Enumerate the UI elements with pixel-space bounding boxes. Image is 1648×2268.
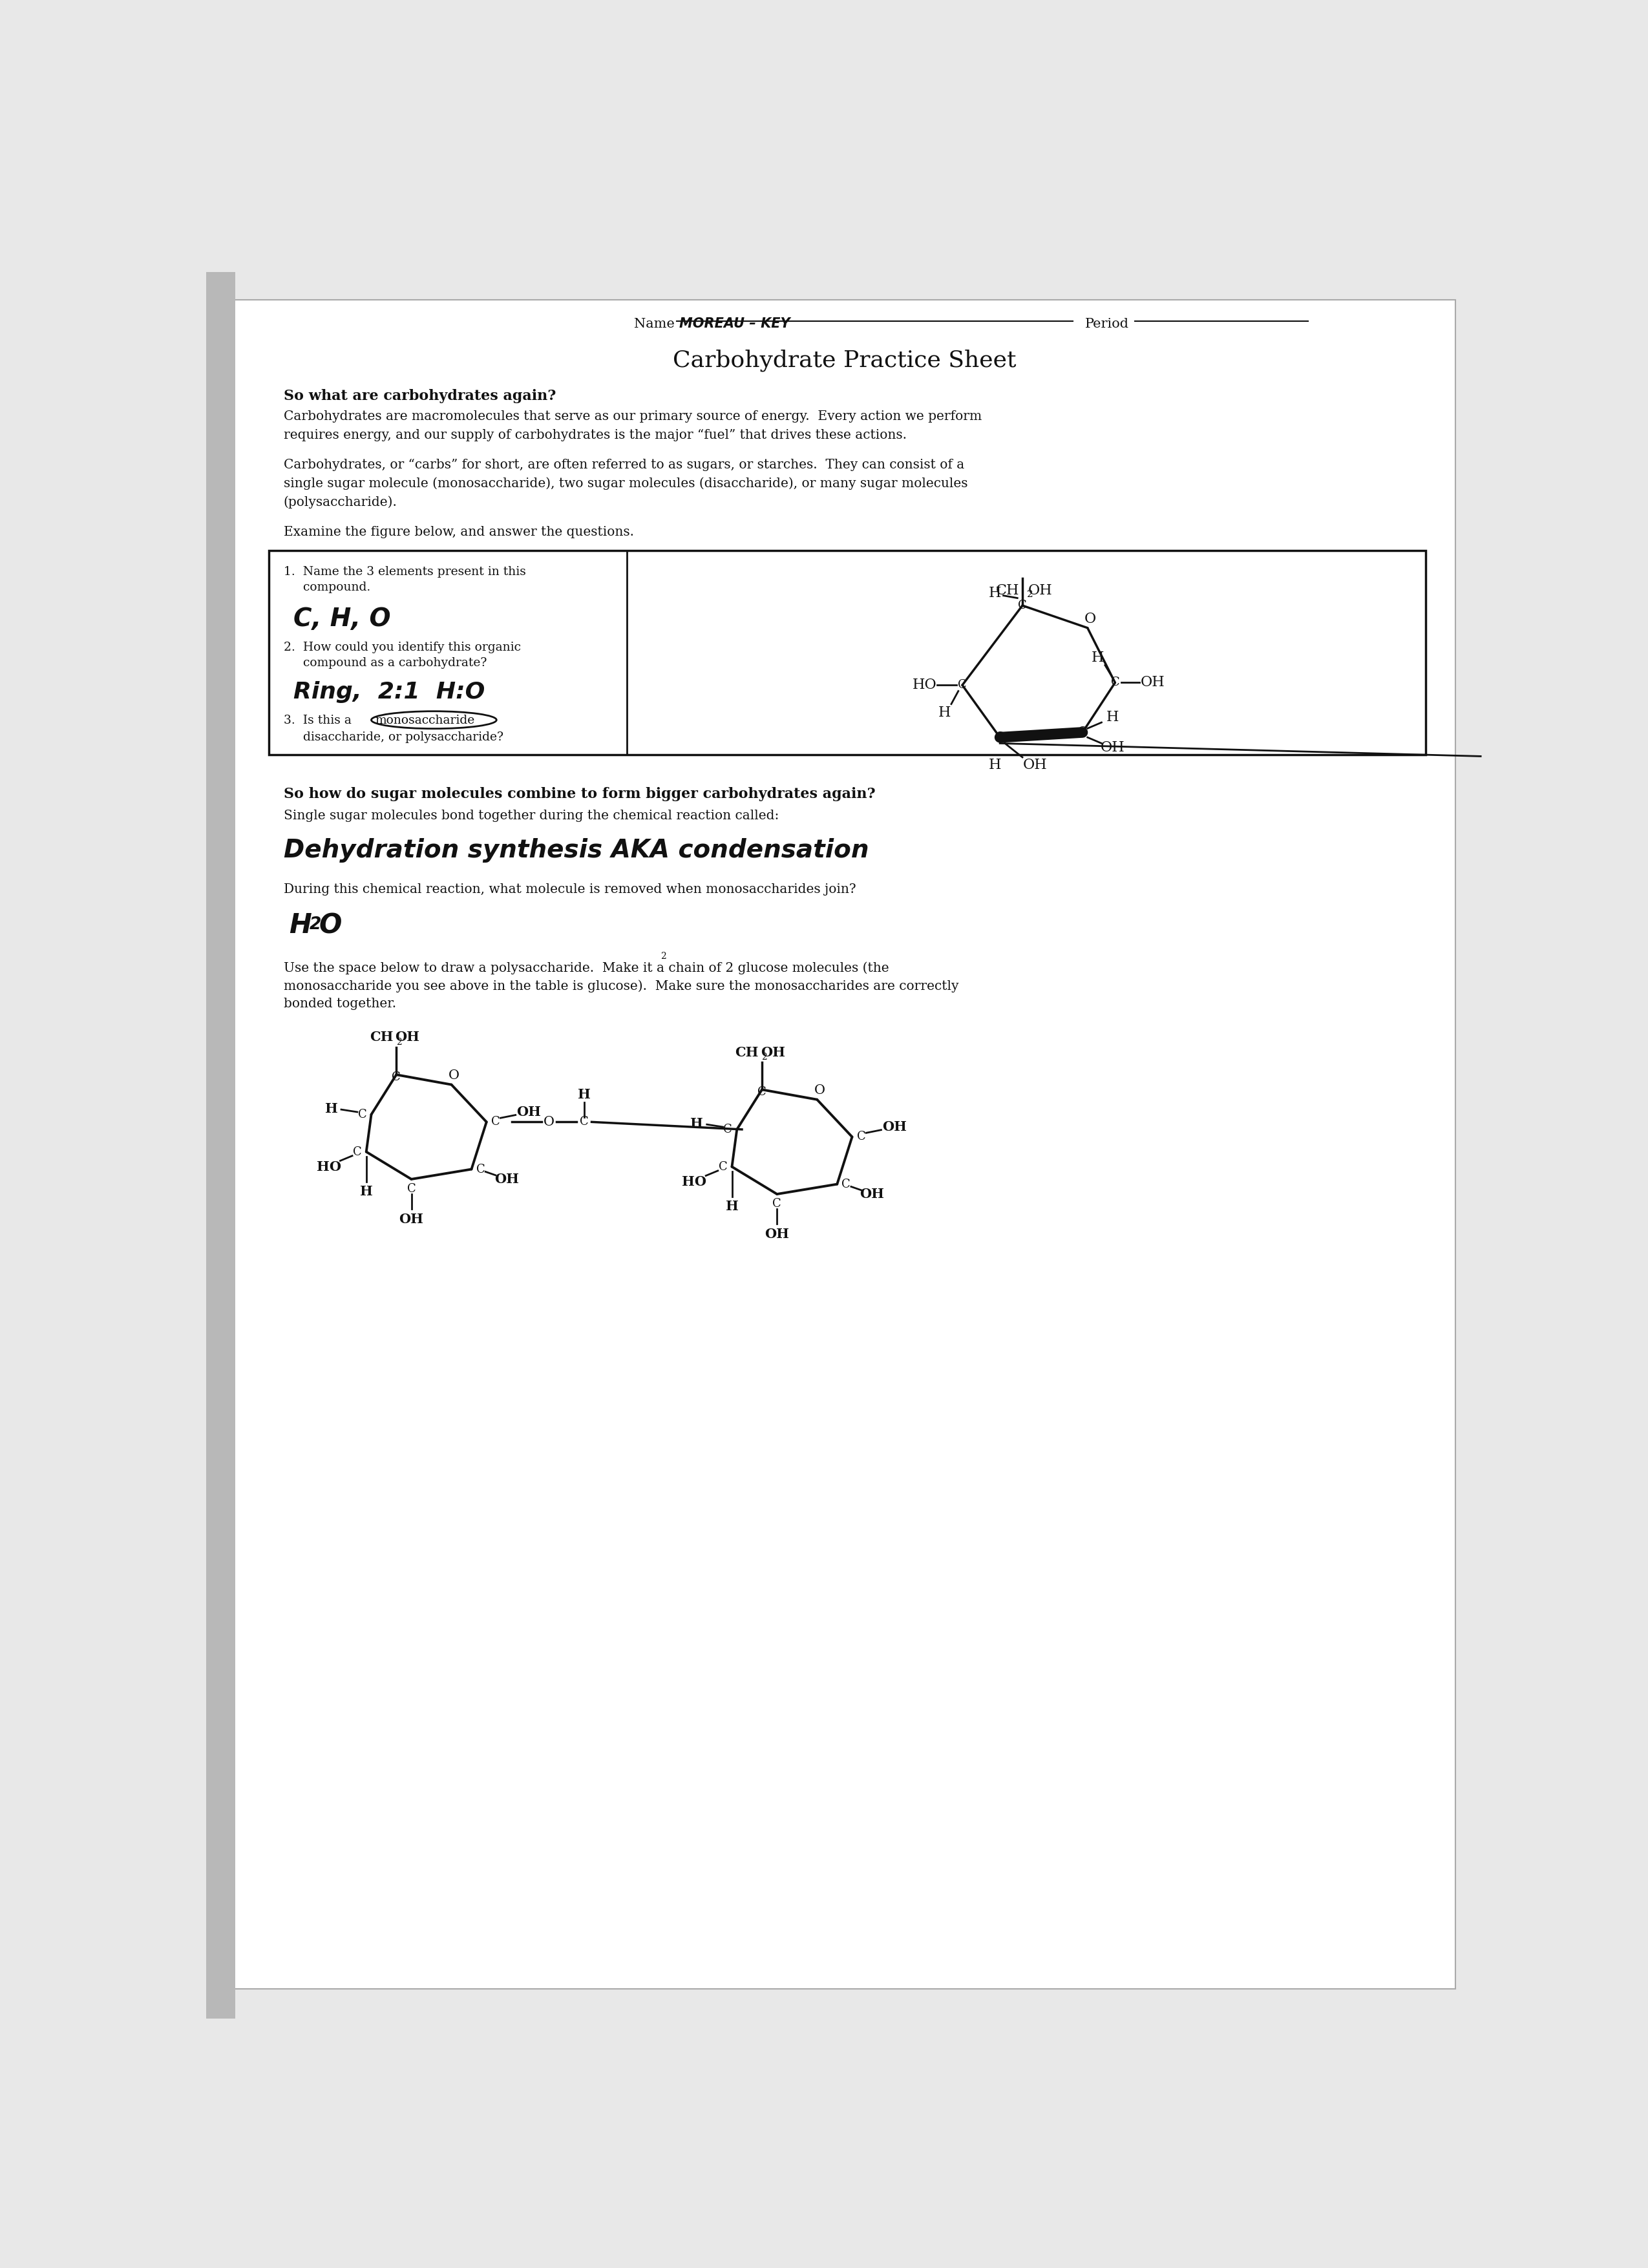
Text: Single sugar molecules bond together during the chemical reaction called:: Single sugar molecules bond together dur… <box>283 810 780 821</box>
Text: 1.  Name the 3 elements present in this: 1. Name the 3 elements present in this <box>283 565 526 578</box>
Text: H: H <box>359 1186 372 1198</box>
Text: H: H <box>989 585 1000 601</box>
Text: C: C <box>1111 676 1119 689</box>
Text: C: C <box>353 1145 361 1157</box>
Text: C: C <box>723 1123 732 1136</box>
Text: C, H, O: C, H, O <box>293 606 391 631</box>
Text: Use the space below to draw a polysaccharide.  Make it a chain of 2 glucose mole: Use the space below to draw a polysaccha… <box>283 962 888 975</box>
Text: H: H <box>938 705 951 719</box>
Bar <box>269 551 1426 755</box>
Text: C: C <box>358 1109 368 1120</box>
Text: bonded together.: bonded together. <box>283 998 396 1009</box>
Text: C: C <box>773 1198 781 1209</box>
Text: OH: OH <box>396 1032 420 1043</box>
Text: Carbohydrate Practice Sheet: Carbohydrate Practice Sheet <box>672 349 1017 372</box>
Text: 2: 2 <box>661 953 666 962</box>
Text: H: H <box>725 1200 738 1213</box>
Text: OH: OH <box>399 1213 424 1225</box>
Text: OH: OH <box>494 1173 519 1186</box>
Text: O: O <box>320 912 343 939</box>
Bar <box>206 272 236 2019</box>
Text: O: O <box>1084 612 1096 626</box>
Text: C: C <box>407 1184 415 1195</box>
Text: C: C <box>392 1070 400 1084</box>
Text: monosaccharide you see above in the table is glucose).  Make sure the monosaccha: monosaccharide you see above in the tabl… <box>283 980 959 993</box>
Text: During this chemical reaction, what molecule is removed when monosaccharides joi: During this chemical reaction, what mole… <box>283 882 855 896</box>
Text: O: O <box>448 1070 460 1082</box>
Text: compound as a carbohydrate?: compound as a carbohydrate? <box>283 658 486 669</box>
Text: Dehydration synthesis AKA condensation: Dehydration synthesis AKA condensation <box>283 839 868 862</box>
Text: 2.  How could you identify this organic: 2. How could you identify this organic <box>283 642 521 653</box>
Text: So how do sugar molecules combine to form bigger carbohydrates again?: So how do sugar molecules combine to for… <box>283 787 875 801</box>
Text: H: H <box>1106 710 1119 723</box>
Text: OH: OH <box>882 1120 906 1134</box>
Text: Examine the figure below, and answer the questions.: Examine the figure below, and answer the… <box>283 526 634 538</box>
Text: C: C <box>476 1163 485 1175</box>
Text: CH: CH <box>735 1046 758 1059</box>
Text: H: H <box>989 758 1000 771</box>
Text: 3.  Is this a: 3. Is this a <box>283 714 356 726</box>
Text: OH: OH <box>1140 676 1165 689</box>
Text: monosaccharide: monosaccharide <box>374 714 475 726</box>
Text: O: O <box>814 1084 826 1098</box>
Text: H: H <box>691 1116 704 1129</box>
Text: OH: OH <box>765 1227 789 1241</box>
Text: CH: CH <box>369 1032 394 1043</box>
Text: OH: OH <box>1101 739 1124 755</box>
Text: Name: Name <box>634 318 676 331</box>
Text: H: H <box>325 1102 338 1116</box>
Text: 2: 2 <box>310 916 321 932</box>
Text: Carbohydrates are macromolecules that serve as our primary source of energy.  Ev: Carbohydrates are macromolecules that se… <box>283 411 982 422</box>
Text: single sugar molecule (monosaccharide), two sugar molecules (disaccharide), or m: single sugar molecule (monosaccharide), … <box>283 476 967 490</box>
Text: 2: 2 <box>396 1039 402 1048</box>
Text: So what are carbohydrates again?: So what are carbohydrates again? <box>283 390 555 404</box>
Text: C: C <box>1078 726 1088 737</box>
Text: 2: 2 <box>1027 590 1033 599</box>
Text: Ring,  2:1  H:O: Ring, 2:1 H:O <box>293 680 485 703</box>
Text: H: H <box>578 1089 590 1100</box>
Text: C: C <box>758 1086 766 1098</box>
Text: (polysaccharide).: (polysaccharide). <box>283 494 397 508</box>
Text: OH: OH <box>761 1046 784 1059</box>
Text: HO: HO <box>682 1175 707 1188</box>
Text: H: H <box>288 912 311 939</box>
Text: H: H <box>1091 651 1104 665</box>
Text: C: C <box>491 1116 499 1127</box>
Text: OH: OH <box>1023 758 1046 771</box>
Text: C: C <box>719 1161 727 1173</box>
Text: O: O <box>544 1116 555 1127</box>
Text: disaccharide, or polysaccharide?: disaccharide, or polysaccharide? <box>283 730 503 744</box>
Text: requires energy, and our supply of carbohydrates is the major “fuel” that drives: requires energy, and our supply of carbo… <box>283 429 906 442</box>
Text: Period: Period <box>1084 318 1129 331</box>
Text: 2: 2 <box>761 1052 768 1061</box>
Text: OH: OH <box>860 1188 885 1200</box>
Text: HO: HO <box>316 1161 341 1173</box>
Text: C: C <box>580 1116 588 1127</box>
Text: Carbohydrates, or “carbs” for short, are often referred to as sugars, or starche: Carbohydrates, or “carbs” for short, are… <box>283 458 964 472</box>
Text: OH: OH <box>1028 583 1051 599</box>
Text: C: C <box>957 680 967 692</box>
Text: C: C <box>1018 599 1027 612</box>
Text: C: C <box>857 1132 865 1143</box>
Text: C: C <box>995 733 1004 744</box>
Text: C: C <box>842 1179 850 1191</box>
Text: MOREAU – KEY: MOREAU – KEY <box>679 318 791 331</box>
Text: compound.: compound. <box>283 581 371 594</box>
Text: HO: HO <box>913 678 938 692</box>
Text: CH: CH <box>995 583 1018 599</box>
Text: OH: OH <box>517 1105 541 1118</box>
